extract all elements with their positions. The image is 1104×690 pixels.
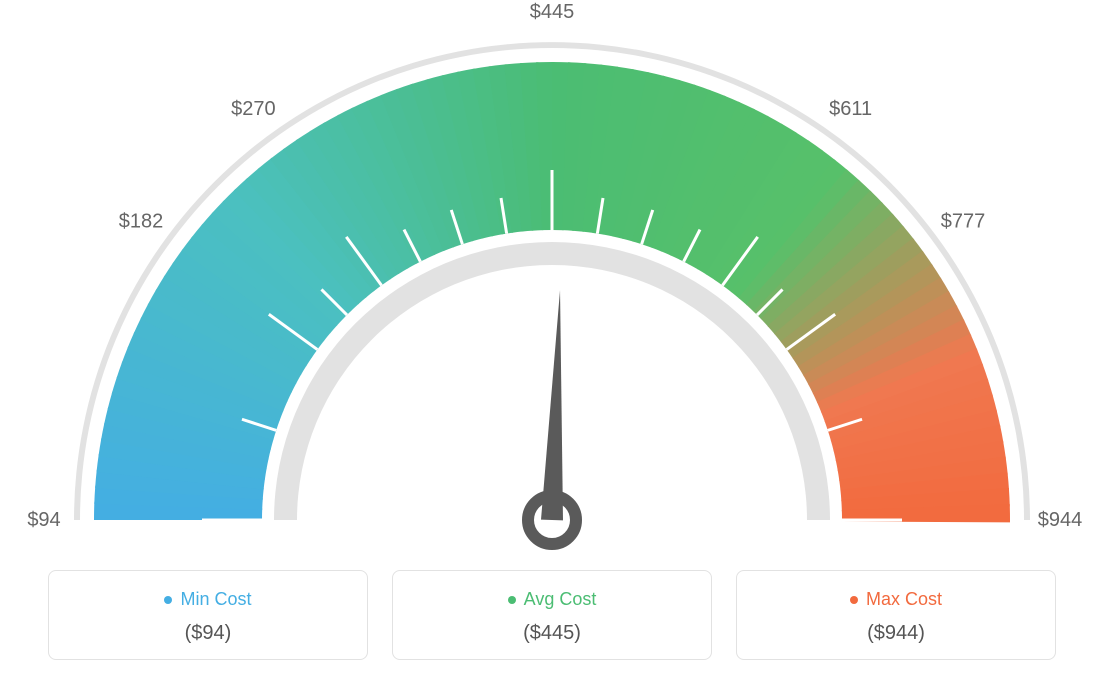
legend-dot-avg [508, 596, 516, 604]
legend-label-avg: Avg Cost [508, 589, 597, 610]
gauge-chart-container: $94 $182 $270 $445 $611 $777 $944 Min Cost ($9… [0, 0, 1104, 690]
legend-label-min: Min Cost [164, 589, 251, 610]
legend-card-min: Min Cost ($94) [48, 570, 368, 660]
gauge-tick-label: $445 [530, 1, 575, 23]
gauge-tick-label: $270 [231, 98, 276, 120]
legend-label-max: Max Cost [850, 589, 942, 610]
legend-text-max: Max Cost [866, 589, 942, 610]
gauge-tick-label: $777 [941, 210, 986, 232]
legend-dot-min [164, 596, 172, 604]
legend-text-avg: Avg Cost [524, 589, 597, 610]
legend-row: Min Cost ($94) Avg Cost ($445) Max Cost … [0, 570, 1104, 660]
legend-value-avg: ($445) [403, 622, 701, 645]
legend-card-avg: Avg Cost ($445) [392, 570, 712, 660]
gauge-area: $94 $182 $270 $445 $611 $777 $944 [0, 0, 1104, 560]
gauge-tick-label: $94 [27, 509, 60, 531]
gauge-svg: $94 $182 $270 $445 $611 $777 $944 [0, 0, 1104, 560]
gauge-tick-label: $944 [1038, 509, 1083, 531]
legend-value-max: ($944) [747, 622, 1045, 645]
gauge-tick-label: $182 [119, 210, 164, 232]
legend-dot-max [850, 596, 858, 604]
legend-card-max: Max Cost ($944) [736, 570, 1056, 660]
gauge-needle [541, 290, 563, 520]
legend-text-min: Min Cost [180, 589, 251, 610]
gauge-tick-label: $611 [829, 98, 872, 120]
legend-value-min: ($94) [59, 622, 357, 645]
